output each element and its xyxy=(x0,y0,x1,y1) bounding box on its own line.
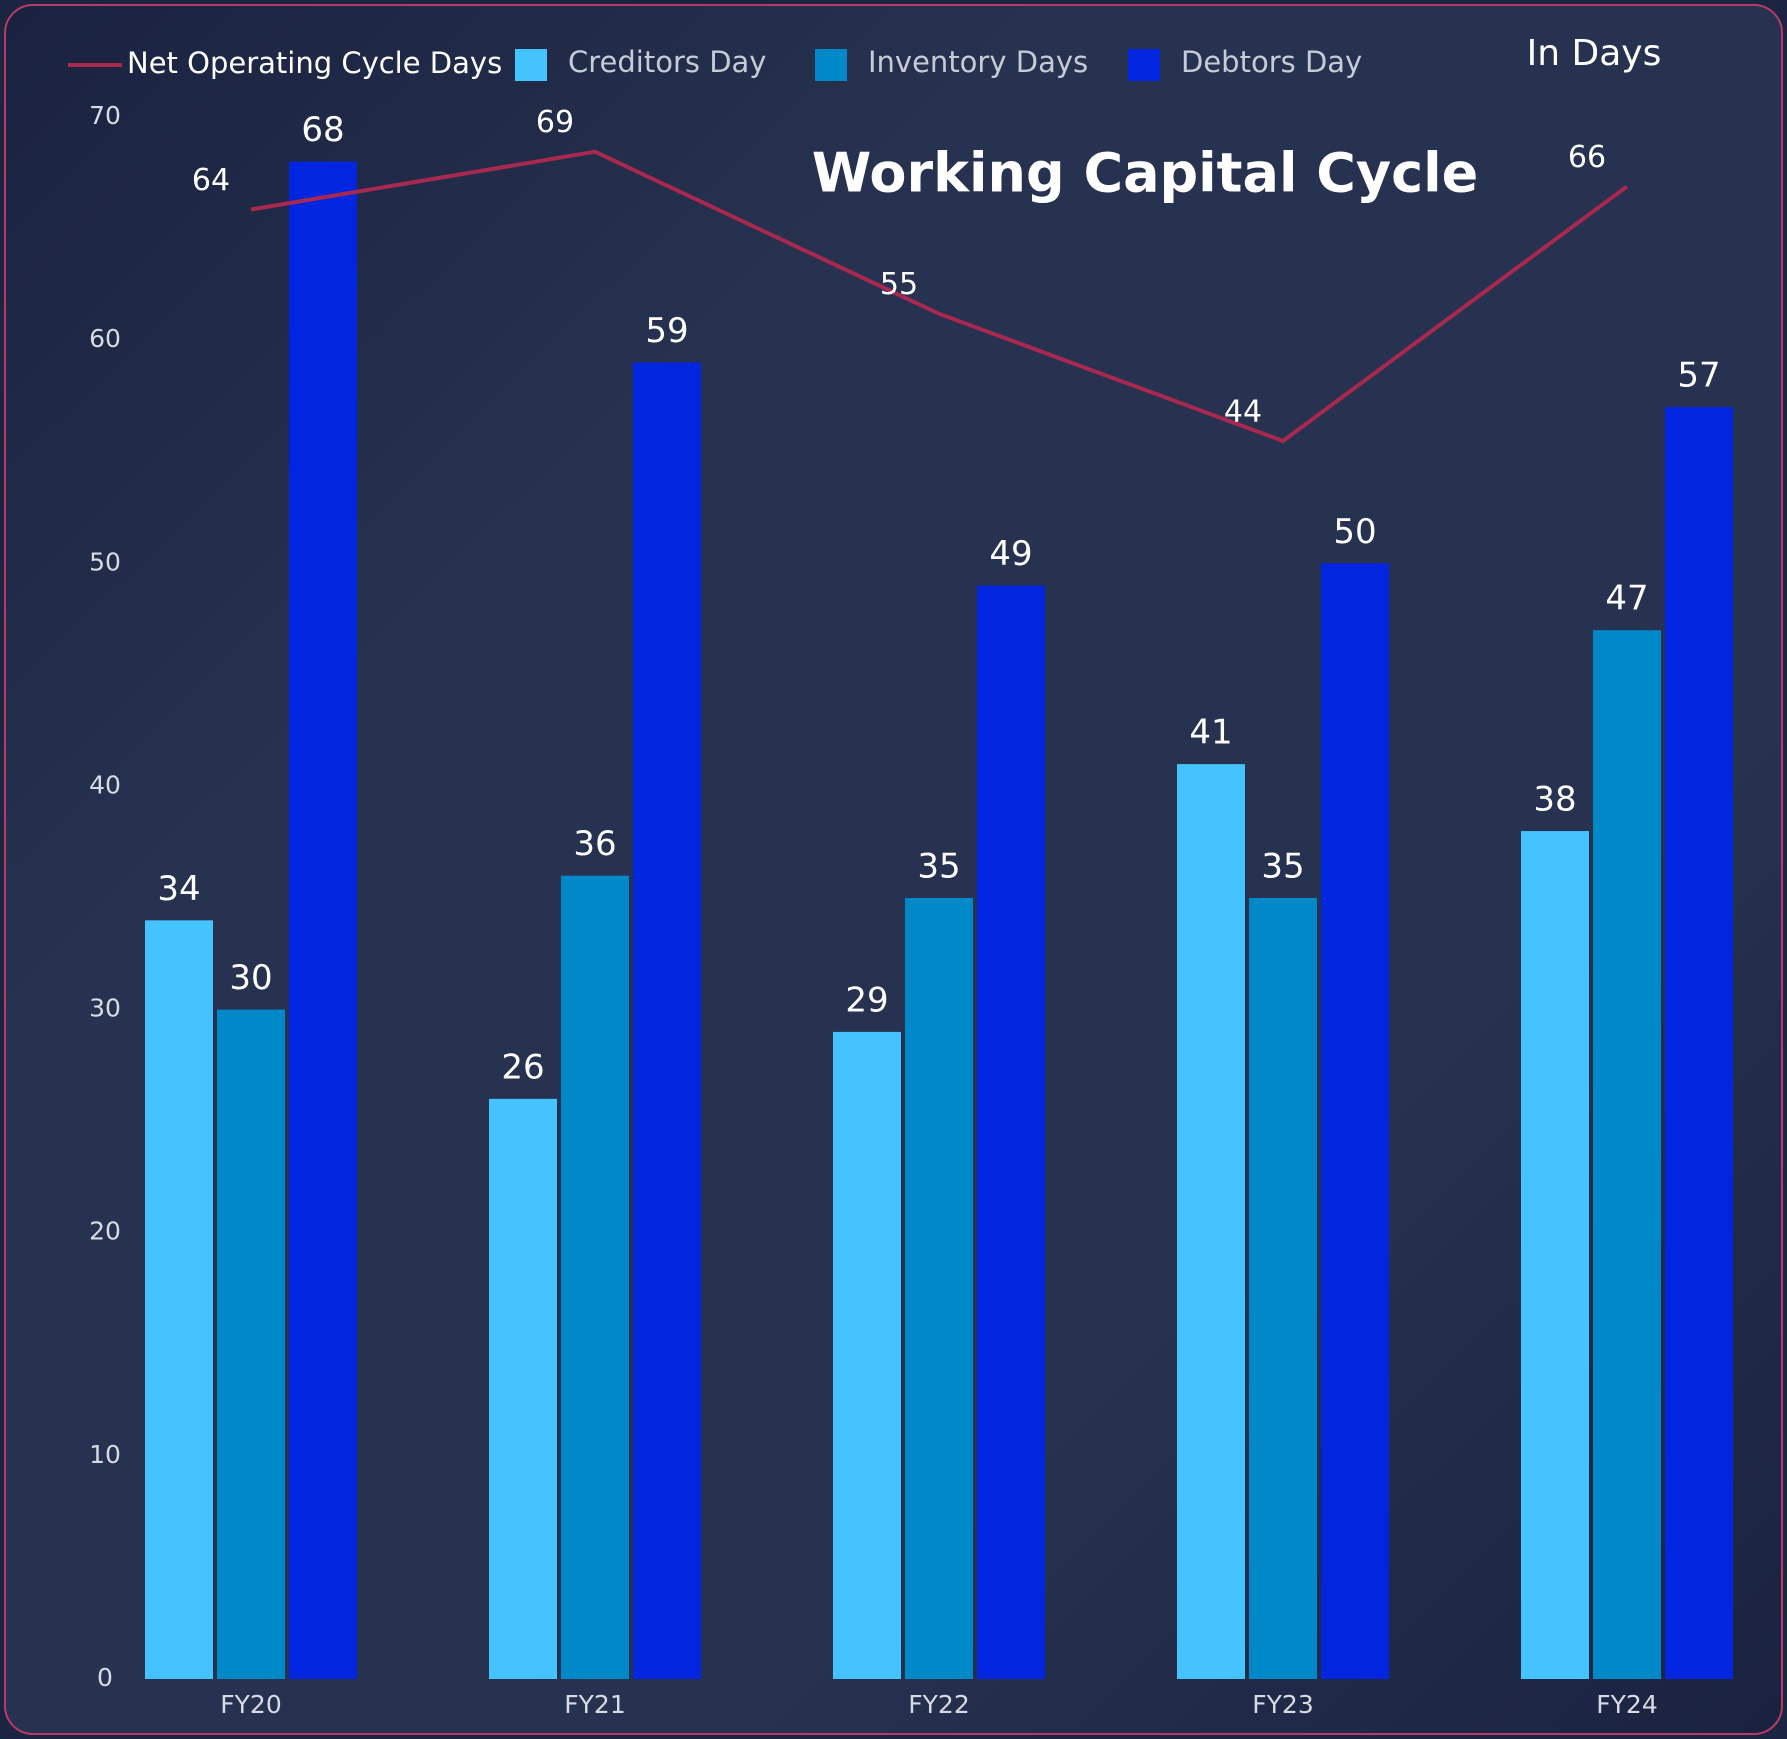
data-label: 38 xyxy=(1533,780,1576,820)
bar xyxy=(1521,831,1589,1679)
data-label: 26 xyxy=(501,1047,544,1087)
bar xyxy=(977,585,1045,1679)
legend-swatch xyxy=(1128,49,1160,81)
legend-label: Creditors Day xyxy=(568,45,766,79)
y-tick-label: 40 xyxy=(89,770,121,799)
y-tick-label: 60 xyxy=(89,324,121,353)
legend-label: Net Operating Cycle Days xyxy=(127,46,502,80)
data-label: 59 xyxy=(645,311,688,351)
bar xyxy=(1665,407,1733,1680)
y-tick-label: 50 xyxy=(89,547,121,576)
legend-label: Debtors Day xyxy=(1181,45,1362,79)
x-tick-label: FY23 xyxy=(1252,1690,1313,1719)
bar xyxy=(1321,563,1389,1680)
x-tick-label: FY20 xyxy=(220,1690,281,1719)
x-tick-label: FY21 xyxy=(564,1690,625,1719)
data-label: 35 xyxy=(917,847,960,887)
y-tick-label: 0 xyxy=(97,1663,113,1692)
legend-label: Inventory Days xyxy=(868,45,1088,79)
x-tick-label: FY22 xyxy=(908,1690,969,1719)
y-tick-label: 70 xyxy=(89,101,121,130)
bar xyxy=(905,898,973,1679)
data-label: 69 xyxy=(536,105,574,140)
bar xyxy=(489,1098,557,1679)
data-label: 34 xyxy=(157,869,200,909)
data-label: 44 xyxy=(1224,394,1262,429)
data-label: 64 xyxy=(192,163,230,198)
chart-title: Working Capital Cycle xyxy=(812,142,1478,205)
data-label: 50 xyxy=(1333,512,1376,552)
data-label: 30 xyxy=(229,958,272,998)
legend-swatch xyxy=(815,49,847,81)
line xyxy=(250,149,1629,444)
bar xyxy=(217,1009,285,1679)
bar xyxy=(289,161,357,1680)
data-label: 36 xyxy=(573,824,616,864)
y-tick-label: 20 xyxy=(89,1217,121,1246)
bar xyxy=(633,362,701,1679)
data-label: 35 xyxy=(1261,847,1304,887)
y-tick-label: 10 xyxy=(89,1440,121,1469)
annotation: In Days xyxy=(1527,33,1662,74)
data-label: 57 xyxy=(1677,356,1720,396)
data-label: 66 xyxy=(1568,140,1606,175)
data-label: 68 xyxy=(301,110,344,150)
bar xyxy=(1249,898,1317,1679)
data-label: 47 xyxy=(1605,579,1648,619)
bar xyxy=(145,920,213,1679)
data-label: 49 xyxy=(989,534,1032,574)
bar xyxy=(1593,630,1661,1680)
bar xyxy=(561,875,629,1679)
y-tick-label: 30 xyxy=(89,994,121,1023)
bar xyxy=(833,1031,901,1679)
data-label: 29 xyxy=(845,980,888,1020)
data-label: 41 xyxy=(1189,713,1232,753)
x-tick-label: FY24 xyxy=(1596,1690,1657,1719)
bar xyxy=(1177,764,1245,1679)
data-label: 55 xyxy=(880,267,918,302)
legend-swatch xyxy=(515,49,547,81)
